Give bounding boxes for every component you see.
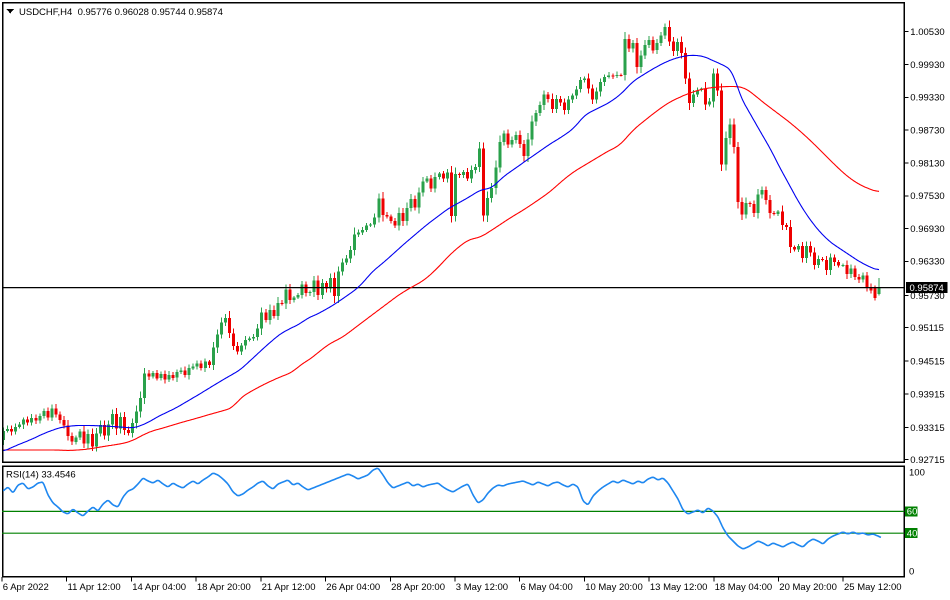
svg-text:21 Apr 12:00: 21 Apr 12:00 [262, 582, 316, 593]
svg-text:0.98730: 0.98730 [910, 126, 944, 137]
svg-text:0.96930: 0.96930 [910, 224, 944, 235]
svg-text:13 May 12:00: 13 May 12:00 [650, 582, 708, 593]
svg-text:6 May 04:00: 6 May 04:00 [521, 582, 573, 593]
svg-text:0.92715: 0.92715 [910, 455, 944, 466]
svg-text:25 May 12:00: 25 May 12:00 [844, 582, 902, 593]
svg-text:0.95115: 0.95115 [910, 323, 944, 334]
svg-text:RSI(14) 33.4546: RSI(14) 33.4546 [6, 470, 76, 481]
svg-text:0.99330: 0.99330 [910, 93, 944, 104]
svg-text:28 Apr 20:00: 28 Apr 20:00 [391, 582, 445, 593]
svg-text:0.97530: 0.97530 [910, 191, 944, 202]
svg-text:1.00530: 1.00530 [910, 27, 944, 38]
svg-text:0.95730: 0.95730 [910, 291, 944, 302]
svg-text:0.93315: 0.93315 [910, 423, 944, 434]
svg-text:0: 0 [909, 567, 914, 578]
svg-text:0.98130: 0.98130 [910, 158, 944, 169]
svg-text:0.96330: 0.96330 [910, 257, 944, 268]
svg-text:20 May 20:00: 20 May 20:00 [779, 582, 837, 593]
svg-text:40: 40 [907, 528, 918, 539]
svg-text:0.99930: 0.99930 [910, 60, 944, 71]
svg-text:14 Apr 04:00: 14 Apr 04:00 [132, 582, 186, 593]
svg-text:6 Apr 2022: 6 Apr 2022 [3, 582, 49, 593]
svg-text:18 May 04:00: 18 May 04:00 [715, 582, 773, 593]
svg-text:0.93915: 0.93915 [910, 390, 944, 401]
svg-text:26 Apr 04:00: 26 Apr 04:00 [326, 582, 380, 593]
svg-text:18 Apr 20:00: 18 Apr 20:00 [197, 582, 251, 593]
svg-text:0.94515: 0.94515 [910, 356, 944, 367]
svg-text:11 Apr 12:00: 11 Apr 12:00 [68, 582, 121, 593]
svg-text:100: 100 [909, 468, 925, 479]
svg-text:3 May 12:00: 3 May 12:00 [456, 582, 508, 593]
svg-text:10 May 20:00: 10 May 20:00 [585, 582, 643, 593]
svg-text:USDCHF,H4 0.95776 0.96028 0.9: USDCHF,H4 0.95776 0.96028 0.95744 0.9587… [19, 7, 223, 18]
svg-text:60: 60 [907, 507, 918, 518]
svg-text:0.95874: 0.95874 [910, 283, 944, 294]
